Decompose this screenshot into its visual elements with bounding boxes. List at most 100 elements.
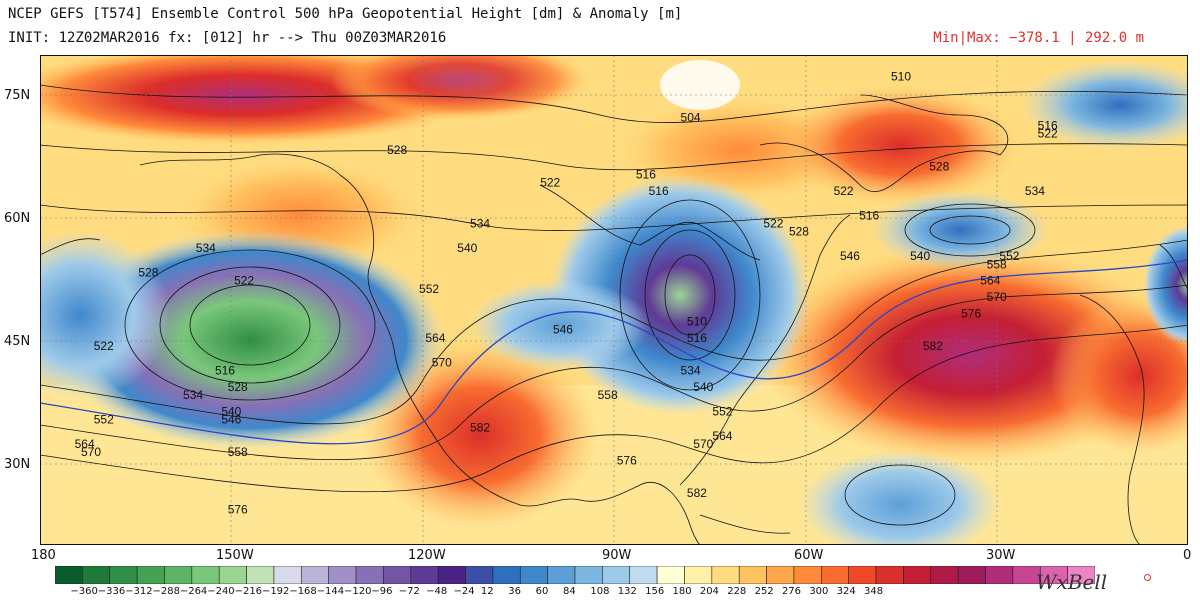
contour-label: 534 bbox=[1025, 184, 1045, 198]
contour-label: 504 bbox=[681, 110, 701, 124]
colorbar-label: −48 bbox=[426, 586, 448, 597]
contour-label: 522 bbox=[234, 274, 254, 288]
contour-label: 516 bbox=[687, 331, 707, 345]
lat-label-75n: 75N bbox=[4, 88, 31, 103]
colorbar-label: 348 bbox=[864, 586, 884, 597]
colorbar-label: −336 bbox=[97, 586, 126, 597]
map-frame bbox=[40, 55, 1188, 545]
colorbar-swatch bbox=[656, 566, 685, 584]
colorbar-swatch bbox=[82, 566, 111, 584]
colorbar-label: −120 bbox=[344, 586, 372, 597]
colorbar-swatch bbox=[602, 566, 631, 584]
map-title: NCEP GEFS [T574] Ensemble Control 500 hP… bbox=[8, 6, 683, 22]
anomaly-low-subtropical bbox=[800, 450, 1000, 545]
lon-label-60w: 60W bbox=[794, 548, 824, 563]
colorbar-label: 60 bbox=[535, 586, 549, 597]
contour-label: 582 bbox=[470, 421, 490, 435]
contour-label: 576 bbox=[617, 453, 637, 467]
coastlines bbox=[40, 94, 1188, 545]
colorbar-swatch bbox=[492, 566, 521, 584]
contour-labels: 5105045165225285225165165285345225165225… bbox=[75, 70, 1084, 546]
colorbar-swatch bbox=[109, 566, 138, 584]
contour-label: 570 bbox=[432, 355, 452, 369]
lon-label-90w: 90W bbox=[602, 548, 632, 563]
contour-540-highlight bbox=[40, 259, 1188, 445]
min-max-readout: Min|Max: −378.1 | 292.0 m bbox=[933, 30, 1144, 46]
contour-label: 534 bbox=[183, 388, 203, 402]
contour-label: 522 bbox=[834, 184, 854, 198]
lon-label-0: 0 bbox=[1183, 548, 1192, 563]
colorbar-swatch bbox=[547, 566, 576, 584]
colorbar-swatch bbox=[629, 566, 658, 584]
contour-label: 564 bbox=[712, 429, 732, 443]
contour-label: 522 bbox=[763, 217, 783, 231]
colorbar-swatch bbox=[191, 566, 220, 584]
colorbar-label: −240 bbox=[207, 586, 235, 597]
contour-label: 576 bbox=[961, 306, 981, 320]
colorbar-label: −24 bbox=[453, 586, 475, 597]
colorbar-swatch bbox=[328, 566, 357, 584]
contour-label: 540 bbox=[910, 249, 930, 263]
contour-label: 516 bbox=[636, 168, 656, 182]
contour-label: 528 bbox=[387, 143, 407, 157]
contour-label: 516 bbox=[1038, 119, 1058, 133]
colorbar-swatch bbox=[519, 566, 548, 584]
colorbar-label: −192 bbox=[261, 586, 290, 597]
colorbar-label: 204 bbox=[699, 586, 719, 597]
lat-label-30n: 30N bbox=[4, 457, 31, 472]
colorbar-swatch bbox=[410, 566, 439, 584]
colorbar-label: −216 bbox=[234, 586, 263, 597]
colorbar-swatch bbox=[1067, 566, 1095, 584]
colorbar-swatch bbox=[136, 566, 165, 584]
contour-label: 558 bbox=[228, 445, 248, 459]
contour-label: 582 bbox=[923, 339, 943, 353]
colorbar-label: 180 bbox=[672, 586, 692, 597]
contour-label: 576 bbox=[228, 502, 248, 516]
wxbell-logo: WxBell bbox=[1036, 570, 1108, 594]
colorbar-swatch bbox=[766, 566, 795, 584]
contour-label: 522 bbox=[94, 339, 114, 353]
contour-label: 570 bbox=[693, 437, 713, 451]
colorbar-swatch bbox=[437, 566, 466, 584]
colorbar-swatch bbox=[574, 566, 603, 584]
contour-label: 540 bbox=[457, 241, 477, 255]
colorbar-swatch bbox=[821, 566, 849, 584]
colorbar-label: 252 bbox=[754, 586, 774, 597]
colorbar-swatch bbox=[465, 566, 494, 584]
contour-label: 552 bbox=[419, 282, 439, 296]
contour-label: 570 bbox=[81, 445, 101, 459]
contour-label: 564 bbox=[425, 331, 445, 345]
colorbar-swatch bbox=[875, 566, 904, 584]
colorbar-label: 36 bbox=[508, 586, 521, 597]
lon-label-120w: 120W bbox=[408, 548, 446, 563]
contour-label: 558 bbox=[987, 257, 1007, 271]
contour-label: 534 bbox=[681, 364, 701, 378]
colorbar-label: −312 bbox=[125, 586, 153, 597]
colorbar-swatch bbox=[355, 566, 384, 584]
contour-label: 528 bbox=[789, 225, 809, 239]
contour-label: 540 bbox=[693, 380, 713, 394]
colorbar-label: −144 bbox=[316, 586, 345, 597]
contour-label: 516 bbox=[215, 364, 235, 378]
colorbar-label: 276 bbox=[781, 586, 802, 597]
contour-label: 564 bbox=[980, 274, 1000, 288]
colorbar-swatch bbox=[930, 566, 959, 584]
colorbar-swatch bbox=[985, 566, 1014, 584]
colorbar-swatch bbox=[848, 566, 877, 584]
anomaly-colorbar bbox=[55, 566, 1095, 584]
contour-label: 552 bbox=[999, 249, 1019, 263]
contour-label: 528 bbox=[228, 380, 248, 394]
lon-label-30w: 30W bbox=[986, 548, 1016, 563]
colorbar-label: 84 bbox=[563, 586, 576, 597]
colorbar-label: −264 bbox=[179, 586, 208, 597]
colorbar-label: −72 bbox=[398, 586, 420, 597]
colorbar-label: 132 bbox=[617, 586, 637, 597]
contour-label: 546 bbox=[221, 413, 241, 427]
colorbar-swatch bbox=[903, 566, 932, 584]
contour-label: 522 bbox=[540, 176, 560, 190]
colorbar-swatch bbox=[793, 566, 822, 584]
anomaly-map: 5105045165225285225165165285345225165225… bbox=[40, 55, 1188, 545]
contour-label: 540 bbox=[221, 404, 241, 418]
colorbar-swatch bbox=[273, 566, 302, 584]
colorbar-label: 108 bbox=[590, 586, 610, 597]
